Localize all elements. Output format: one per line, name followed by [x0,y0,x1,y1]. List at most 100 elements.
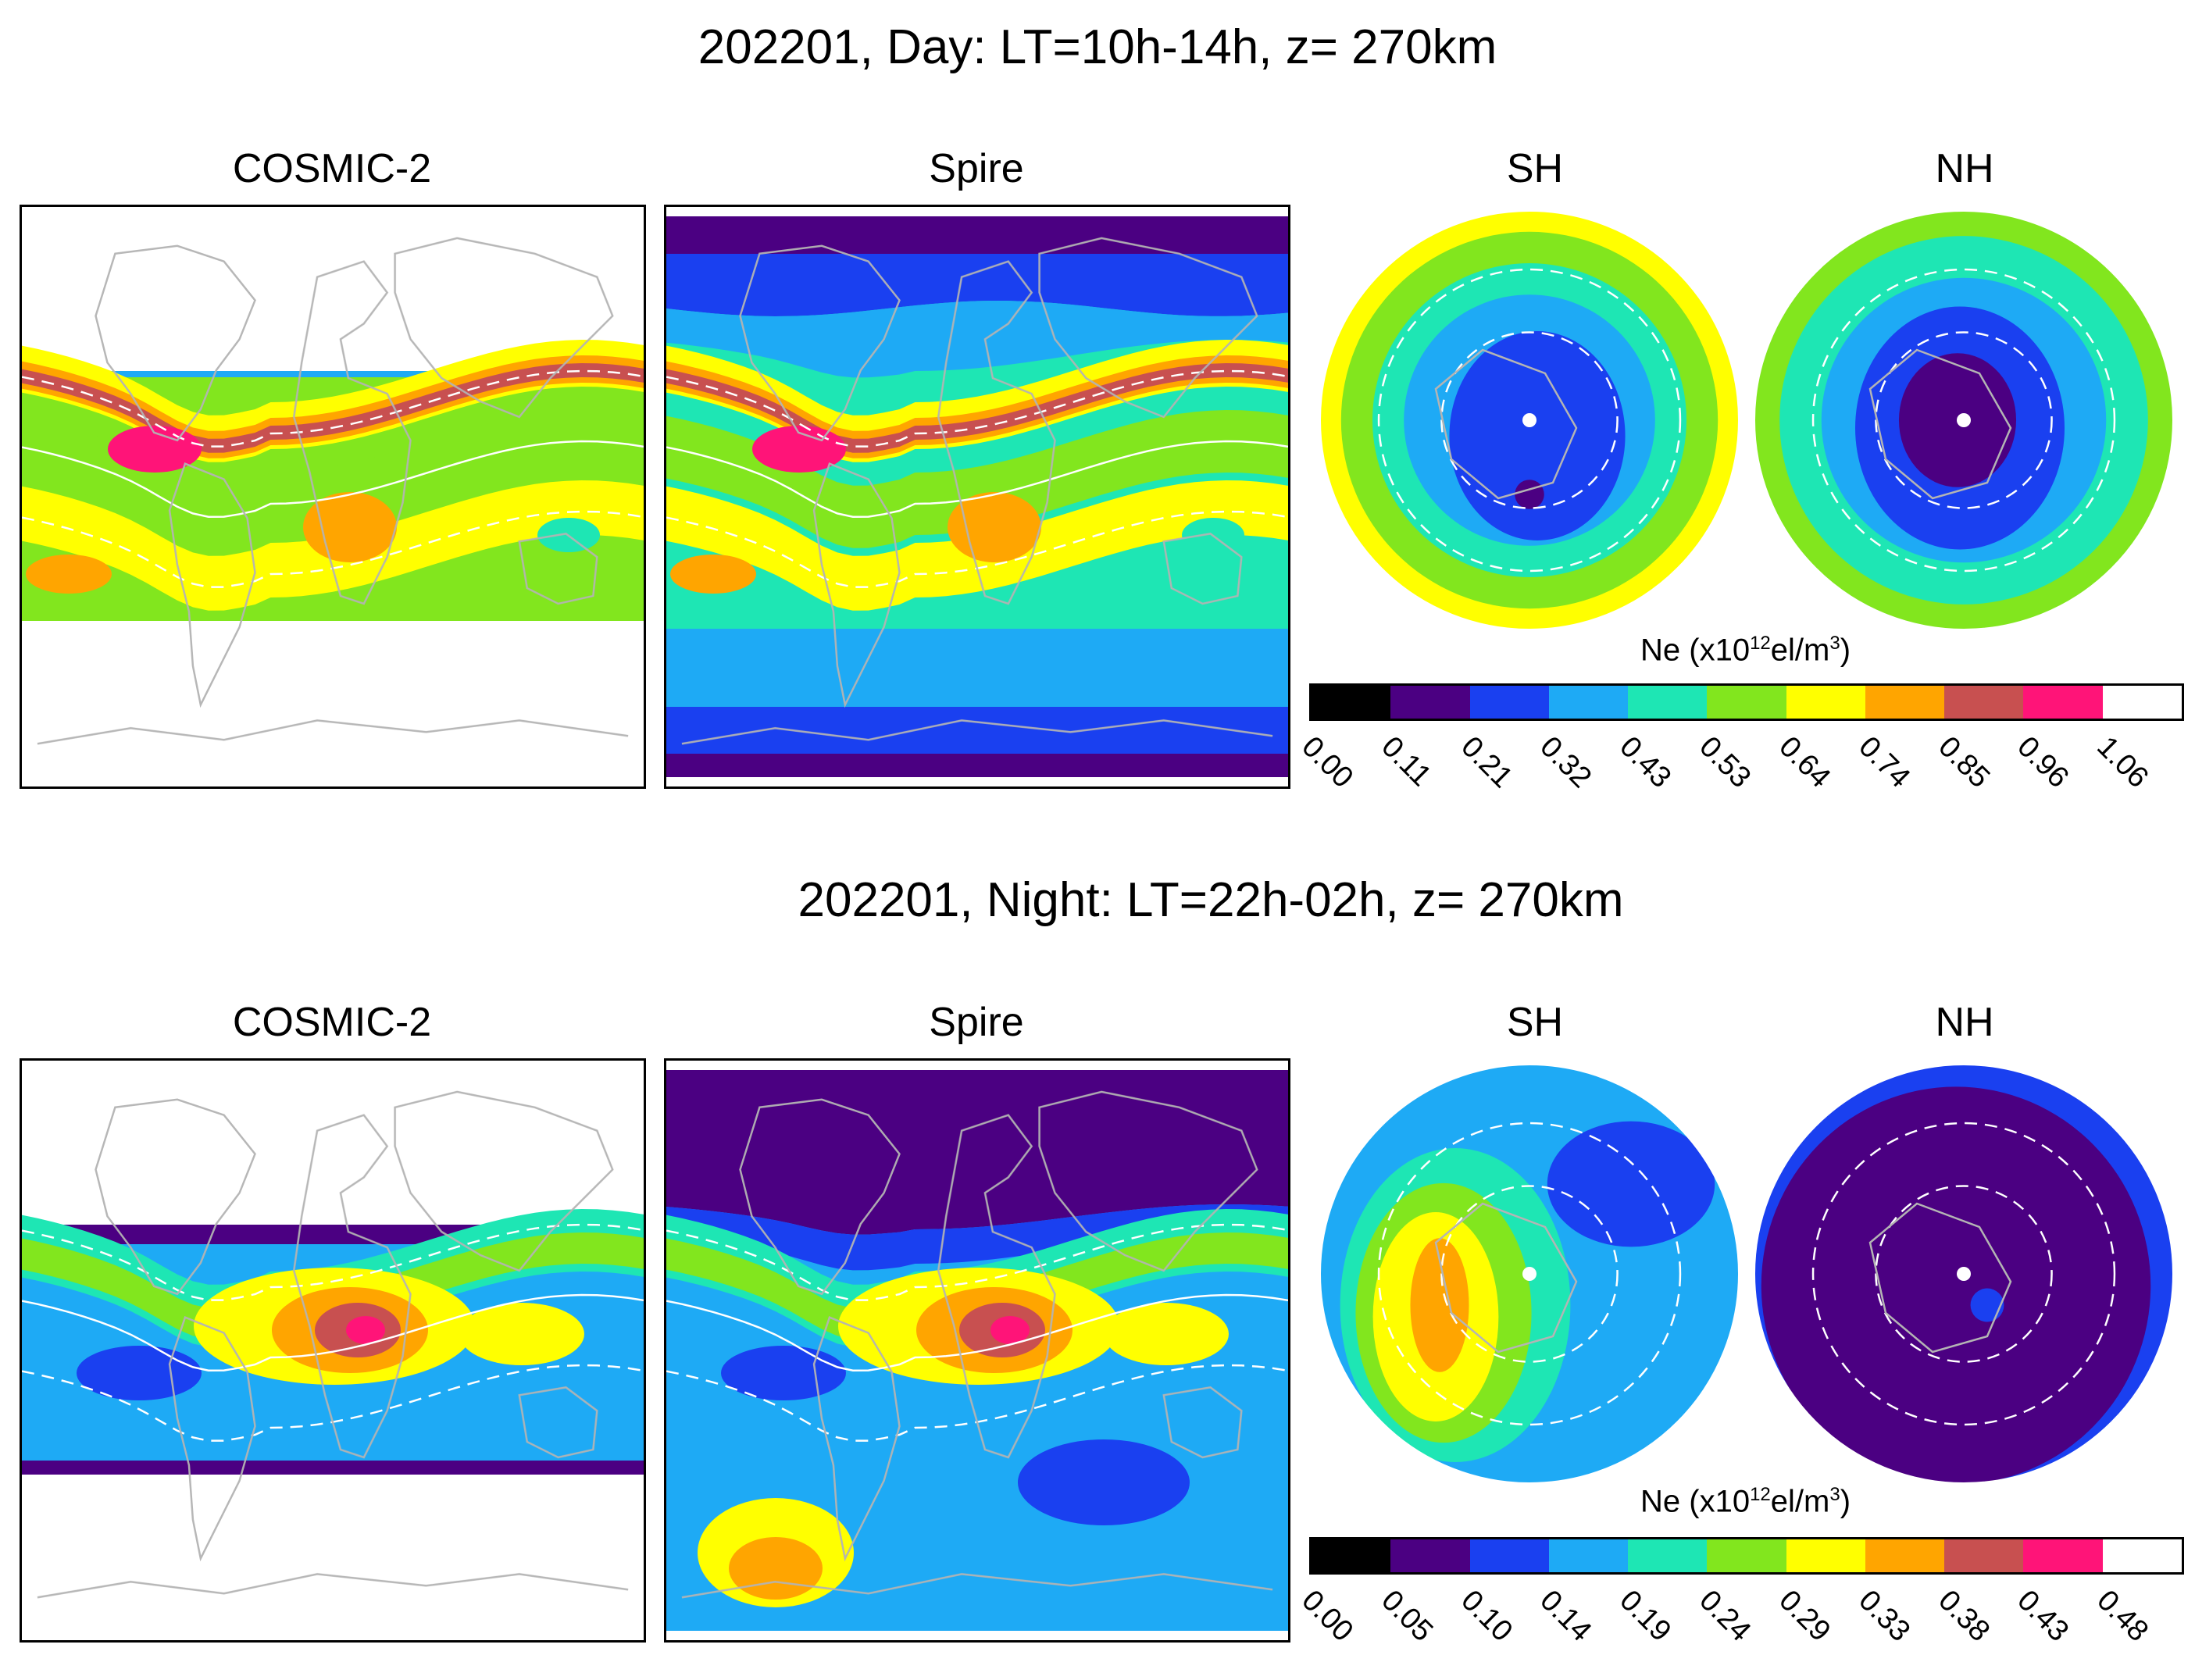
row2-sh-label: SH [1506,1000,1564,1045]
coastline-4 [1162,1386,1243,1459]
pacific-trough [77,1346,202,1400]
colorbar-tick-label: 0.14 [1533,1584,1598,1649]
pacific-blob [26,555,112,594]
colorbar-tick-label: 0.85 [1931,730,1996,795]
colorbar-tick-label: 0.38 [1931,1584,1996,1649]
polar-ring-2 [1970,1288,2004,1322]
colorbar-swatch [1944,686,2024,719]
colorbar-swatch [1786,1539,1865,1572]
row1-cosmic-label: COSMIC-2 [232,146,432,191]
row2-colorbar [1309,1537,2184,1575]
coastline-3 [1038,237,1258,419]
polar-ring-4 [1410,1238,1469,1372]
polar-coastline [1868,1202,2012,1354]
colorbar-tick-label: 0.24 [1693,1584,1758,1649]
plot-svg [666,216,1288,777]
coastline-2 [292,260,412,605]
row2-nh-label: NH [1935,1000,1994,1045]
colorbar-swatch [1865,1539,1945,1572]
polar-border [1319,210,1740,630]
colorbar-tick-label: 0.29 [1772,1584,1837,1649]
coastline-3 [394,1090,614,1272]
coastline-1 [168,462,256,708]
plot-svg [1319,1064,1740,1484]
colorbar-tick-label: 0.74 [1852,730,1917,795]
coastline-2 [937,260,1056,605]
colorbar-swatch [1707,1539,1786,1572]
plot-svg [22,237,644,745]
pacific-trough [721,1346,846,1400]
coastline-0 [739,1098,901,1296]
polar-border [1754,1064,2174,1484]
colorbar-tick-label: 0.96 [2011,730,2075,795]
coastline-2 [937,1114,1056,1459]
colorbar-swatch [1628,1539,1708,1572]
mag-contour-1 [666,1293,1288,1371]
row2-colorbar-label: Ne (x1012el/m3) [1640,1484,1851,1519]
polar-border [1319,1064,1740,1484]
colorbar-tick-label: 0.48 [2090,1584,2155,1649]
coastline-2 [292,1114,412,1459]
row2-title: 202201, Night: LT=22h-02h, z= 270km [798,873,1624,927]
colorbar-tick-label: 0.43 [2011,1584,2075,1649]
colorbar-tick-label: 0.53 [1693,730,1758,795]
colorbar-swatch [1628,686,1708,719]
polar-ring-4 [1449,331,1626,540]
north-low [666,254,1288,316]
row1-colorbar-label: Ne (x1012el/m3) [1640,633,1851,668]
row1-colorbar [1309,683,2184,721]
lat-circle-outer [1811,1122,2116,1426]
north-low [666,1070,1288,1235]
colorbar-swatch [1312,1539,1391,1572]
row1-sh-label: SH [1506,146,1564,191]
colorbar-tick-label: 0.00 [1295,1584,1360,1649]
colorbar-tick-label: 0.00 [1295,730,1360,795]
colorbar-swatch [1707,686,1786,719]
trough [22,410,644,548]
coastline-0 [95,1098,256,1296]
south-pacific-core [729,1537,823,1600]
row1-sh-polar-map [1314,205,1745,636]
mag-contour-1 [22,1293,644,1371]
asia-enh [459,1303,584,1365]
lat-circle-inner [1440,331,1619,509]
coastline-5 [681,1573,1273,1599]
mag-contour-1 [22,440,644,518]
coastline-5 [37,719,629,745]
colorbar-swatch [1469,1539,1549,1572]
colorbar-swatch [2023,1539,2103,1572]
coastline-layer [37,1090,629,1599]
polar-coastline [1434,348,1578,500]
colorbar-tick-label: 1.06 [2090,730,2155,795]
colorbar-tick-label: 0.43 [1613,730,1678,795]
colorbar-tick-label: 0.21 [1454,730,1519,795]
south-mid [666,629,1288,707]
colorbar-swatch [1390,686,1470,719]
plot-svg [1319,210,1740,630]
row2-sh-polar-map [1314,1058,1745,1489]
trough [666,410,1288,548]
colorbar-swatch [1865,686,1945,719]
polar-ring-5 [1547,1121,1715,1247]
coastline-layer [681,237,1273,745]
lat-circle-inner [1440,1185,1619,1363]
main-peak [346,1316,385,1344]
row2-cosmic-label: COSMIC-2 [232,1000,432,1045]
lat-circle-inner [1875,331,2053,509]
coastline-0 [95,244,256,442]
colorbar-swatch [2102,1539,2182,1572]
coastline-4 [1162,532,1243,605]
row2-spire-map [664,1058,1290,1643]
south-cap [666,754,1288,777]
lat-circle-inner [1875,1185,2053,1363]
colorbar-tick-label: 0.11 [1375,730,1438,794]
mag-contour-0 [22,369,644,448]
row1-nh-label: NH [1935,146,1994,191]
colorbar-swatch [1944,1539,2024,1572]
colorbar-tick-label: 0.64 [1772,730,1837,795]
coastline-3 [394,237,614,419]
colorbar-swatch [1548,1539,1629,1572]
coastline-1 [812,462,901,708]
row1-cosmic-map [20,205,646,789]
polar-coastline [1868,348,2012,500]
